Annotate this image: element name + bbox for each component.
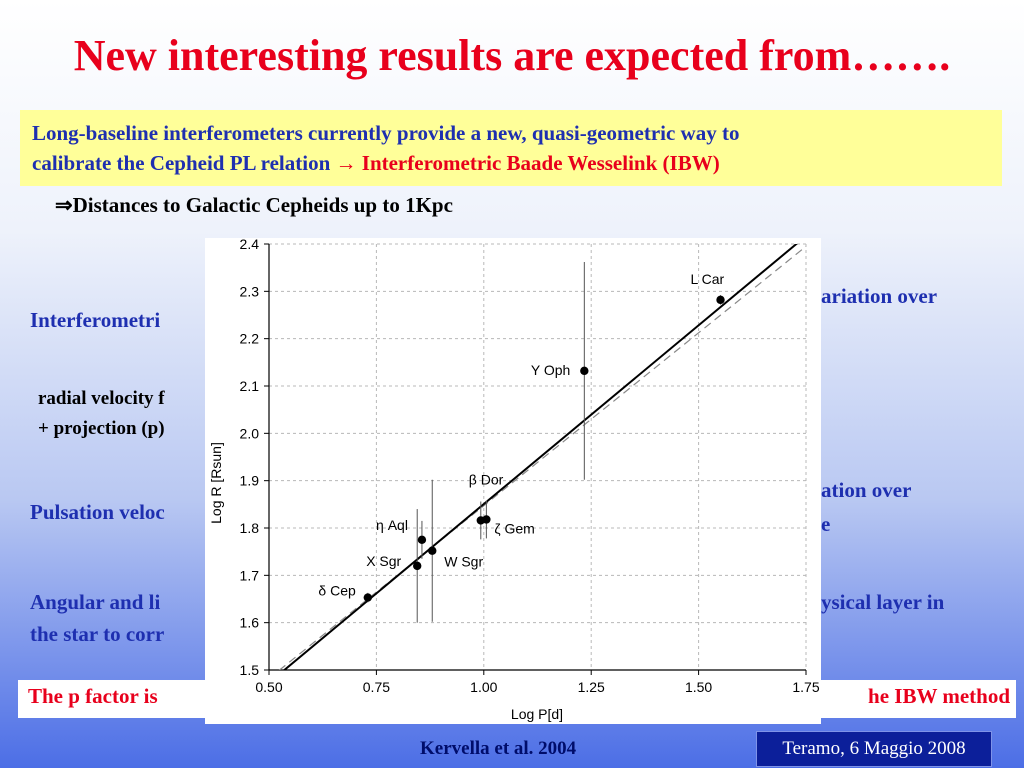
- fit-line-dashed: [278, 245, 806, 670]
- x-tick-label: 0.50: [255, 679, 282, 695]
- slide-title: New interesting results are expected fro…: [73, 31, 951, 80]
- y-tick-label: 2.3: [240, 283, 260, 299]
- intro-line-2-blue: calibrate the Cepheid PL relation: [32, 151, 331, 175]
- left-fragment-2b: + projection (p): [38, 418, 165, 439]
- right-fragment-2b: e: [821, 512, 831, 536]
- right-fragment-4: ysical layer in: [821, 590, 945, 614]
- intro-box: Long-baseline interferometers currently …: [20, 110, 1002, 186]
- data-point: [716, 295, 725, 305]
- x-tick-label: 0.75: [363, 679, 390, 695]
- pl-relation-chart: 0.50 0.75 1.00 1.25 1.50 1.75 1.5 1.6 1.7 1.8 1.9 2…: [208, 236, 820, 722]
- left-fragment-4a: Angular and li: [30, 590, 161, 614]
- x-tick-label: 1.25: [578, 679, 605, 695]
- left-fragment-1: Interferometri: [30, 308, 161, 332]
- footer-text: Teramo, 6 Maggio 2008: [782, 738, 966, 759]
- y-tick-label: 1.7: [240, 567, 260, 583]
- left-fragment-3: Pulsation veloc: [30, 500, 165, 524]
- point-label: β Dor: [469, 471, 504, 487]
- y-tick-label: 2.4: [240, 238, 260, 252]
- x-axis-label: Log P[d]: [511, 706, 563, 722]
- fit-line-solid: [282, 244, 798, 670]
- right-fragment-1: ariation over: [821, 284, 938, 308]
- right-fragment-2a: ation over: [821, 478, 912, 502]
- data-point: [363, 593, 373, 602]
- data-point: [413, 561, 422, 571]
- point-label: W Sgr: [444, 554, 483, 570]
- data-point: [580, 366, 589, 376]
- point-label: ζ Gem: [494, 520, 534, 536]
- point-label: Y Oph: [531, 362, 570, 378]
- x-tick-label: 1.75: [792, 679, 819, 695]
- chart-panel: 0.50 0.75 1.00 1.25 1.50 1.75 1.5 1.6 1.7 1.8 1.9 2…: [205, 236, 821, 724]
- data-point: [482, 515, 491, 524]
- left-fragment-2a: radial velocity f: [38, 388, 165, 409]
- intro-line-1: Long-baseline interferometers currently …: [32, 121, 740, 145]
- intro-line-2-red: → Interferometric Baade Wesselink (IBW): [335, 151, 720, 175]
- x-tick-label: 1.50: [685, 679, 712, 695]
- distance-line: ⇒Distances to Galactic Cepheids up to 1K…: [55, 193, 453, 217]
- data-point: [417, 535, 427, 545]
- citation: Kervella et al. 2004: [420, 738, 577, 759]
- pfactor-left-text: The p factor is: [28, 684, 158, 708]
- y-axis-label: Log R [Rsun]: [208, 442, 224, 524]
- y-tick-label: 1.6: [240, 615, 260, 631]
- intro-line-2: calibrate the Cepheid PL relation → Inte…: [32, 148, 990, 178]
- point-label: δ Cep: [318, 583, 356, 599]
- footer-box: Teramo, 6 Maggio 2008: [756, 731, 992, 767]
- y-tick-label: 2.0: [240, 425, 260, 441]
- point-label: X Sgr: [366, 553, 401, 569]
- pfactor-right-text: he IBW method: [868, 684, 1010, 708]
- y-tick-label: 1.9: [240, 473, 260, 489]
- y-tick-label: 2.2: [240, 331, 260, 347]
- data-point: [428, 546, 437, 555]
- left-fragment-4b: the star to corr: [30, 622, 165, 646]
- y-tick-label: 1.8: [240, 520, 260, 536]
- y-tick-label: 2.1: [240, 378, 260, 394]
- x-tick-label: 1.00: [470, 679, 497, 695]
- point-label: η Aql: [376, 517, 408, 533]
- y-tick-label: 1.5: [240, 662, 260, 678]
- point-label: L Car: [691, 271, 725, 287]
